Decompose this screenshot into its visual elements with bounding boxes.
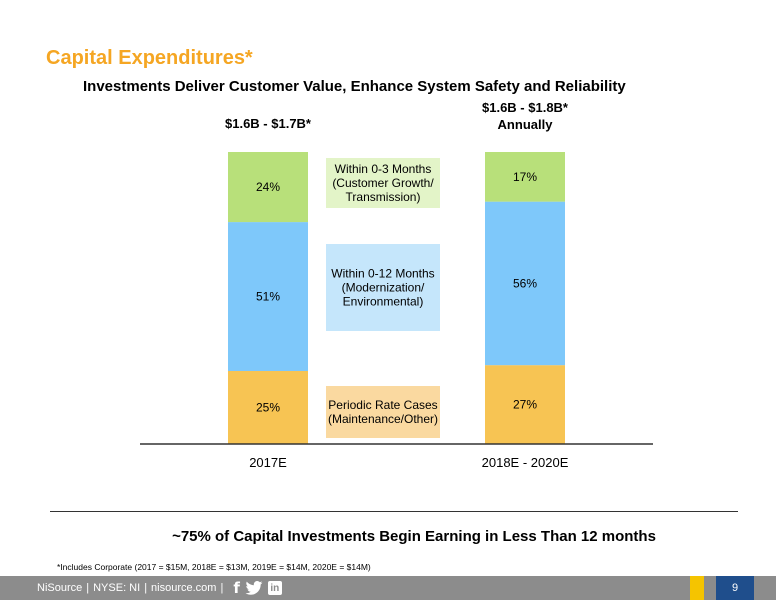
bar-segment-1-2 xyxy=(228,222,308,371)
legend-box-3 xyxy=(326,158,440,208)
facebook-icon[interactable]: f xyxy=(233,579,240,597)
bar-segment-2-1 xyxy=(485,365,565,444)
legend-box-1 xyxy=(326,386,440,438)
bar-data-label: 51% xyxy=(256,290,280,304)
x-tick-label: 2017E xyxy=(249,455,287,470)
footer-separator: | xyxy=(86,582,90,594)
bar-total-label: $1.6B - $1.7B* xyxy=(225,116,312,131)
tagline: ~75% of Capital Investments Begin Earnin… xyxy=(172,528,656,545)
bar-data-label: 27% xyxy=(513,398,537,412)
legend-label: Within 0-3 Months (Customer Growth/Transm… xyxy=(332,162,434,204)
legend-label: Periodic Rate Cases (Maintenance/Other) xyxy=(328,398,438,426)
footer-separator: | xyxy=(144,582,148,594)
footer-company: NiSource xyxy=(37,582,83,594)
x-tick-label: 2018E - 2020E xyxy=(482,455,569,470)
legend-box-2 xyxy=(326,244,440,331)
page-number: 9 xyxy=(716,576,754,600)
bar-segment-1-3 xyxy=(228,152,308,223)
bar-segment-1-1 xyxy=(228,371,308,444)
bar-data-label: 25% xyxy=(256,401,280,415)
linkedin-icon[interactable]: in xyxy=(267,581,282,595)
footer-bar: NiSource | NYSE: NI | nisource.com | f i… xyxy=(0,576,776,600)
legend-label: Within 0-12 Months (Modernization/Environ… xyxy=(331,267,434,309)
slide-subtitle: Investments Deliver Customer Value, Enha… xyxy=(83,78,626,95)
bar-segment-2-3 xyxy=(485,152,565,202)
divider-line xyxy=(50,511,738,512)
bar-total-label: $1.6B - $1.8B* Annually xyxy=(482,100,569,132)
social-icons: f in xyxy=(233,579,282,597)
bar-segment-2-2 xyxy=(485,201,565,366)
footer-text: NiSource | NYSE: NI | nisource.com | f i… xyxy=(37,579,282,597)
footer-website-link[interactable]: nisource.com xyxy=(151,582,217,594)
slide-title: Capital Expenditures* xyxy=(46,47,253,69)
footnote: *Includes Corporate (2017 = $15M, 2018E … xyxy=(57,562,371,572)
footer-separator: | xyxy=(220,582,224,594)
footer-accent-tab xyxy=(690,576,704,600)
bar-data-label: 17% xyxy=(513,170,537,184)
footer-ticker: NYSE: NI xyxy=(93,582,141,594)
capex-stacked-bar-chart: 25% 51% 24% 2017E $1.6B - $1.7B* 27% 56% 17% 201… xyxy=(140,100,653,470)
twitter-icon[interactable] xyxy=(245,581,263,595)
bar-data-label: 24% xyxy=(256,180,280,194)
bar-data-label: 56% xyxy=(513,276,537,290)
